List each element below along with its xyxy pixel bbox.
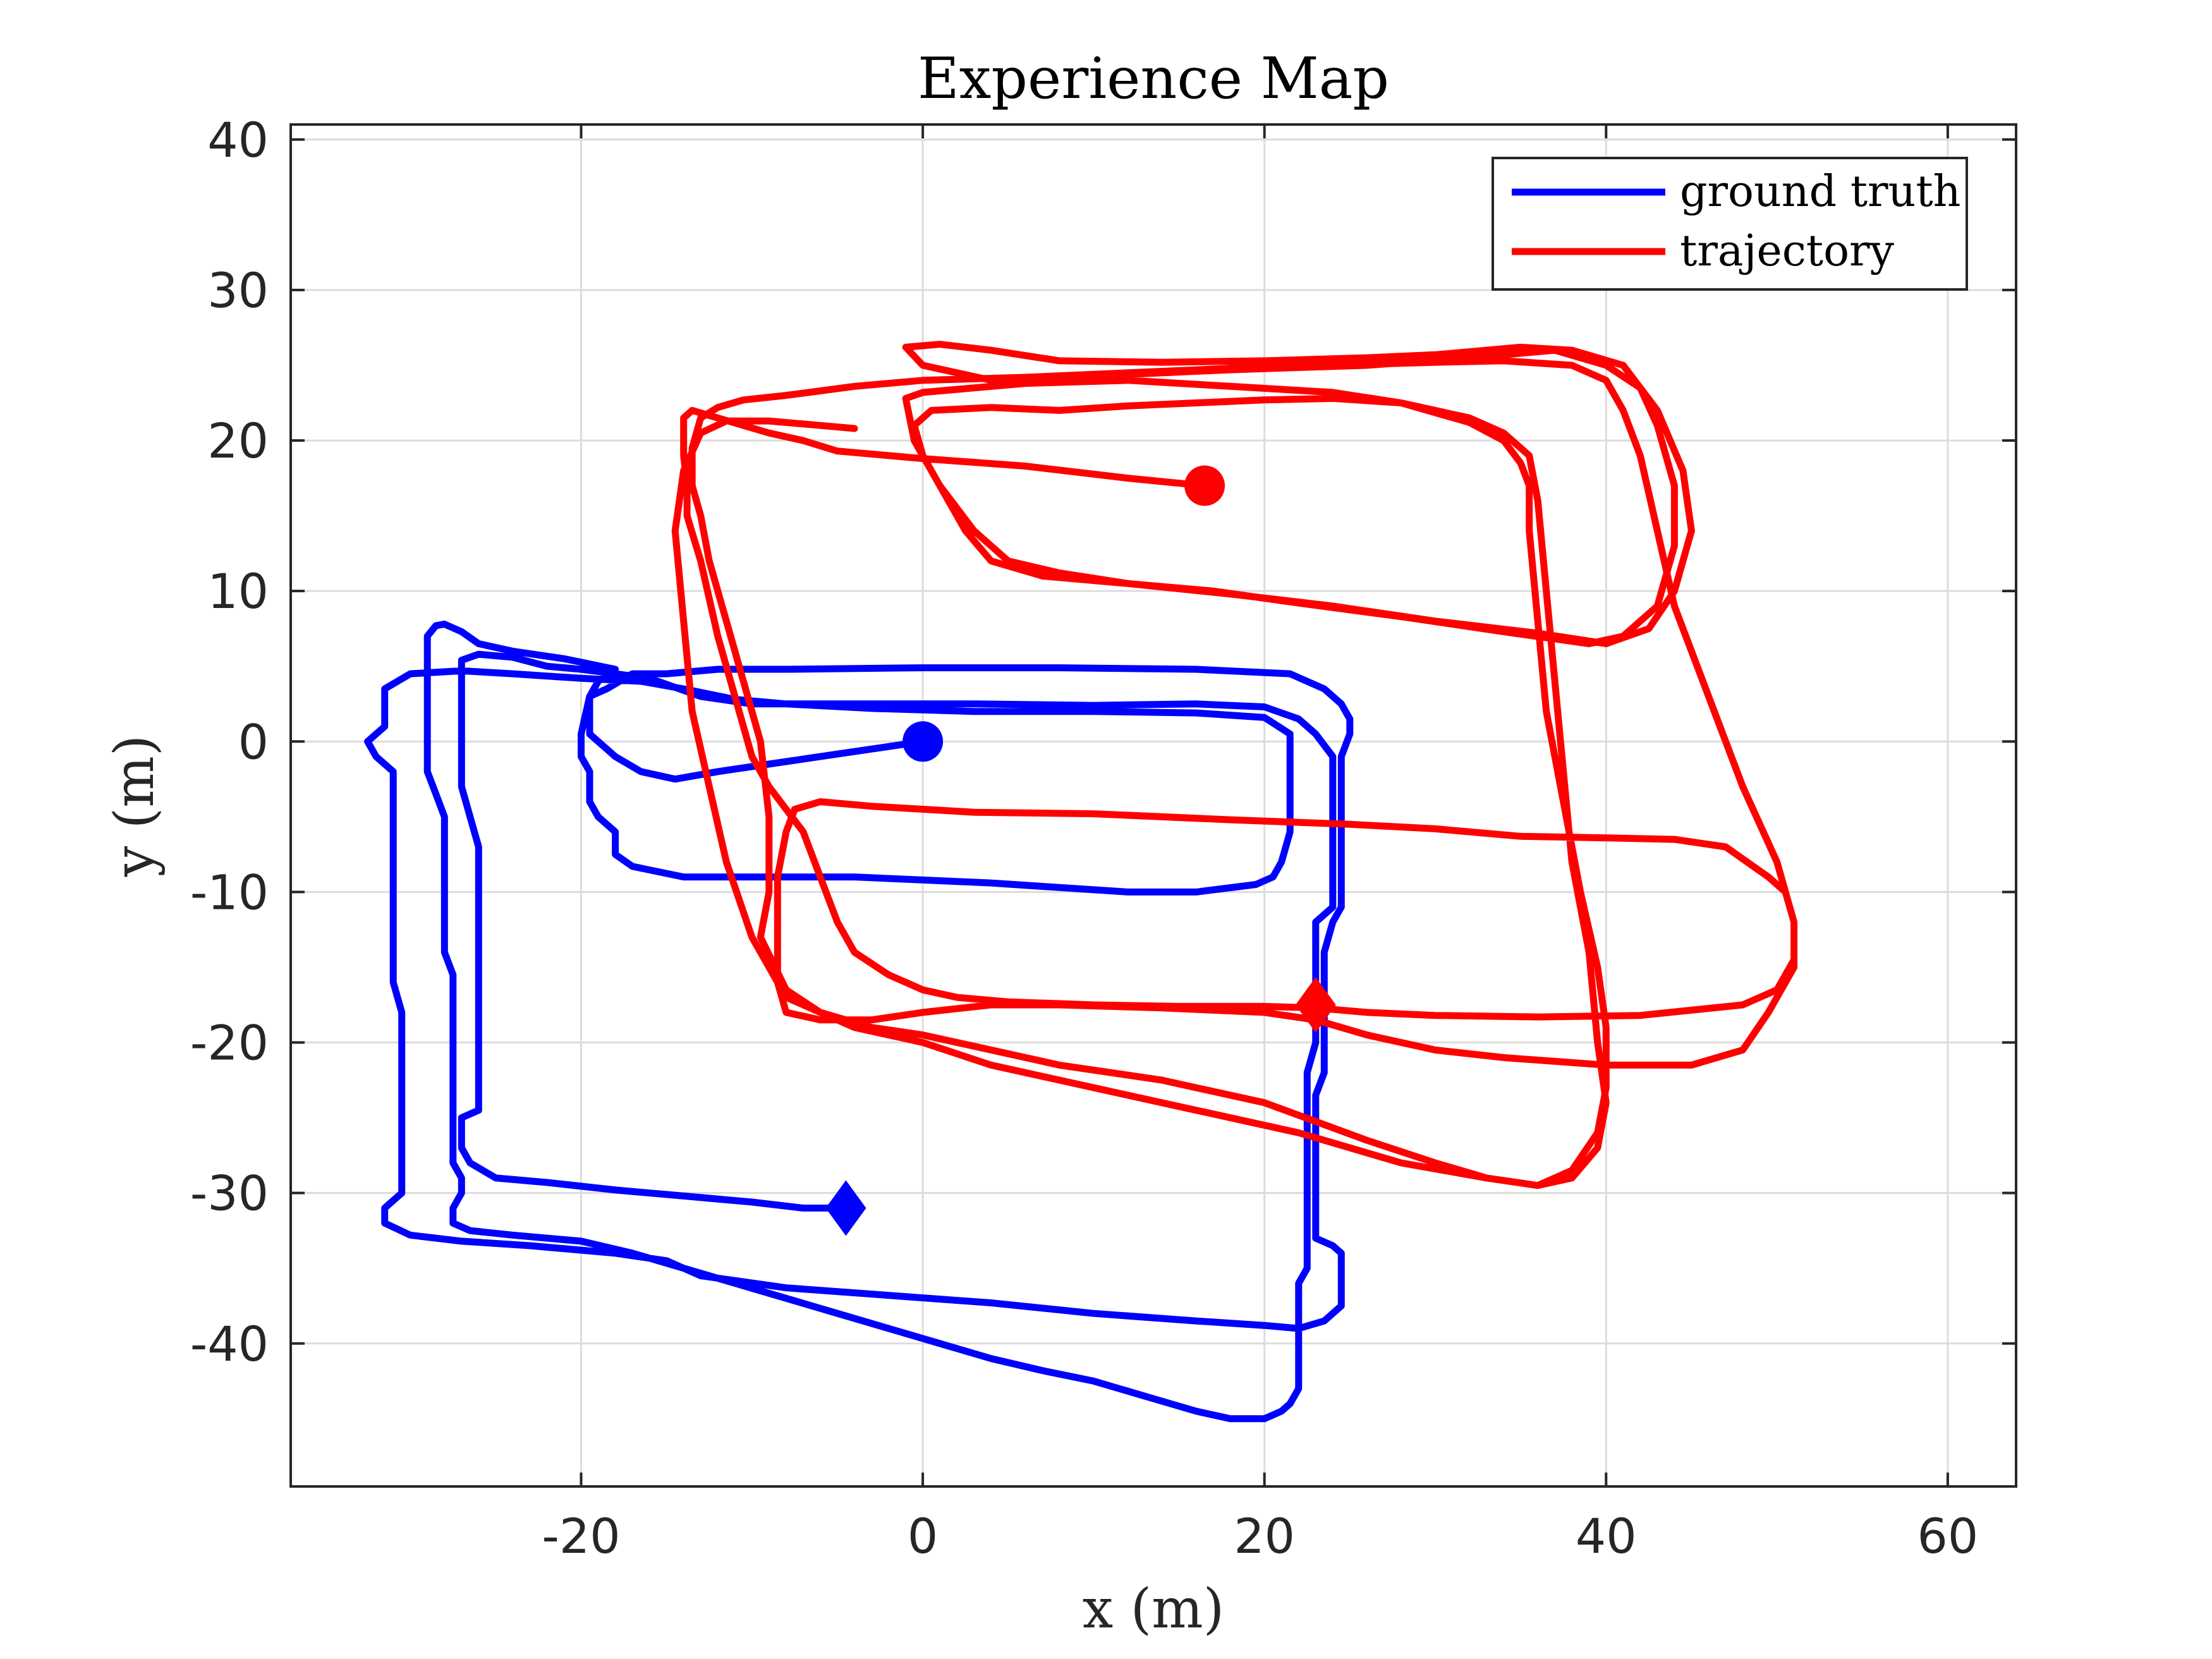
ticks xyxy=(291,125,2016,1486)
y-tick-label: 0 xyxy=(238,714,269,770)
series-layer xyxy=(364,341,1798,1423)
x-tick-label: -20 xyxy=(542,1508,620,1564)
x-axis-label: x (m) xyxy=(1083,1577,1225,1641)
axes-box xyxy=(289,123,2017,1488)
start-marker-trajectory xyxy=(1184,465,1225,506)
y-tick-label: -20 xyxy=(190,1015,269,1071)
legend-box xyxy=(1492,157,1968,291)
series-line-trajectory xyxy=(671,341,1798,1189)
x-tick-label: 40 xyxy=(1576,1508,1637,1564)
start-marker-ground-truth xyxy=(902,721,944,762)
y-tick-label: 40 xyxy=(207,112,269,168)
series-line-ground-truth xyxy=(364,621,1354,1423)
y-tick-label: 30 xyxy=(207,262,269,319)
plot-area xyxy=(291,125,2016,1486)
end-marker-ground-truth xyxy=(825,1180,866,1236)
y-tick-label: 20 xyxy=(207,413,269,469)
y-tick-label: -10 xyxy=(190,864,269,920)
marker-layer xyxy=(825,465,1336,1236)
y-tick-label: 10 xyxy=(207,563,269,619)
y-tick-labels: -40 -30 -20 -10 0 10 20 30 40 xyxy=(190,112,269,1372)
x-tick-labels: -20 0 20 40 60 xyxy=(542,1508,1978,1564)
legend-label-ground-truth: ground truth xyxy=(1680,167,1960,217)
chart-title: Experience Map xyxy=(918,46,1389,112)
y-axis-label: y (m) xyxy=(103,735,166,878)
y-tick-label: -30 xyxy=(190,1165,269,1222)
x-tick-label: 20 xyxy=(1234,1508,1295,1564)
x-tick-label: 0 xyxy=(908,1508,938,1564)
legend: ground truth trajectory xyxy=(1492,157,1968,291)
x-tick-label: 60 xyxy=(1917,1508,1979,1564)
legend-label-trajectory: trajectory xyxy=(1680,226,1895,276)
y-tick-label: -40 xyxy=(190,1316,269,1372)
end-marker-trajectory xyxy=(1295,977,1336,1033)
